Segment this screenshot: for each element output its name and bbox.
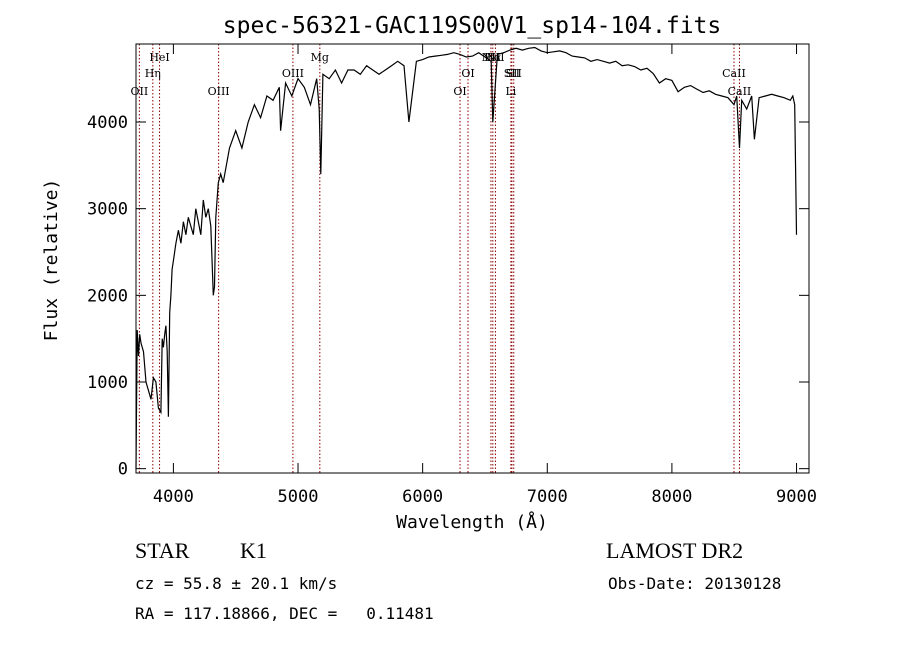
spectral-line-label: CaII xyxy=(722,67,746,80)
x-tick-label: 8000 xyxy=(651,487,692,507)
spectral-line-label: Hη xyxy=(145,67,161,80)
spectral-line-label: OI xyxy=(461,67,474,80)
spectral-line-label: SII xyxy=(504,67,520,80)
chart-title: spec-56321-GAC119S00V1_sp14-104.fits xyxy=(223,13,722,39)
y-tick-label: 3000 xyxy=(87,200,128,220)
spectral-line-label: OIII xyxy=(282,67,304,80)
object-subclass: K1 xyxy=(240,538,267,563)
y-axis-label: Flux (relative) xyxy=(41,179,62,342)
spectral-line-label: SII xyxy=(506,67,522,80)
object-class: STAR xyxy=(135,538,190,563)
spectral-line-label: Mg xyxy=(311,51,329,64)
spectral-line-label: HeI xyxy=(149,51,169,64)
y-tick-label: 2000 xyxy=(87,286,128,306)
obs-date: Obs-Date: 20130128 xyxy=(608,574,782,593)
spectral-line-label: NII xyxy=(482,51,500,64)
survey-name: LAMOST DR2 xyxy=(606,538,744,563)
x-tick-label: 7000 xyxy=(527,487,568,507)
plot-frame xyxy=(135,43,810,474)
y-tick-label: 4000 xyxy=(87,113,128,133)
x-ticks: 4000 5000 6000 7000 8000 9000 xyxy=(153,44,817,507)
spectral-line-label: OII xyxy=(131,85,149,98)
x-tick-label: 6000 xyxy=(402,487,443,507)
spectral-line-label: Li xyxy=(505,85,516,98)
y-tick-label: 0 xyxy=(118,460,128,480)
redshift-line: cz = 55.8 ± 20.1 km/s xyxy=(135,574,338,593)
y-tick-label: 1000 xyxy=(87,373,128,393)
y-ticks: 0 1000 2000 3000 4000 xyxy=(87,113,809,480)
x-axis-label: Wavelength (Å) xyxy=(396,511,548,533)
x-tick-label: 4000 xyxy=(153,487,194,507)
marker-lines-layer xyxy=(138,44,740,473)
spectral-line-label: OI xyxy=(453,85,466,98)
spectral-line-label: CaII xyxy=(728,85,752,98)
coordinates: RA = 117.18866, DEC = 0.11481 xyxy=(135,604,434,623)
spectral-line-label: OIII xyxy=(208,85,230,98)
x-tick-label: 5000 xyxy=(278,487,319,507)
x-tick-label: 9000 xyxy=(776,487,817,507)
spectrum-line xyxy=(135,46,798,469)
